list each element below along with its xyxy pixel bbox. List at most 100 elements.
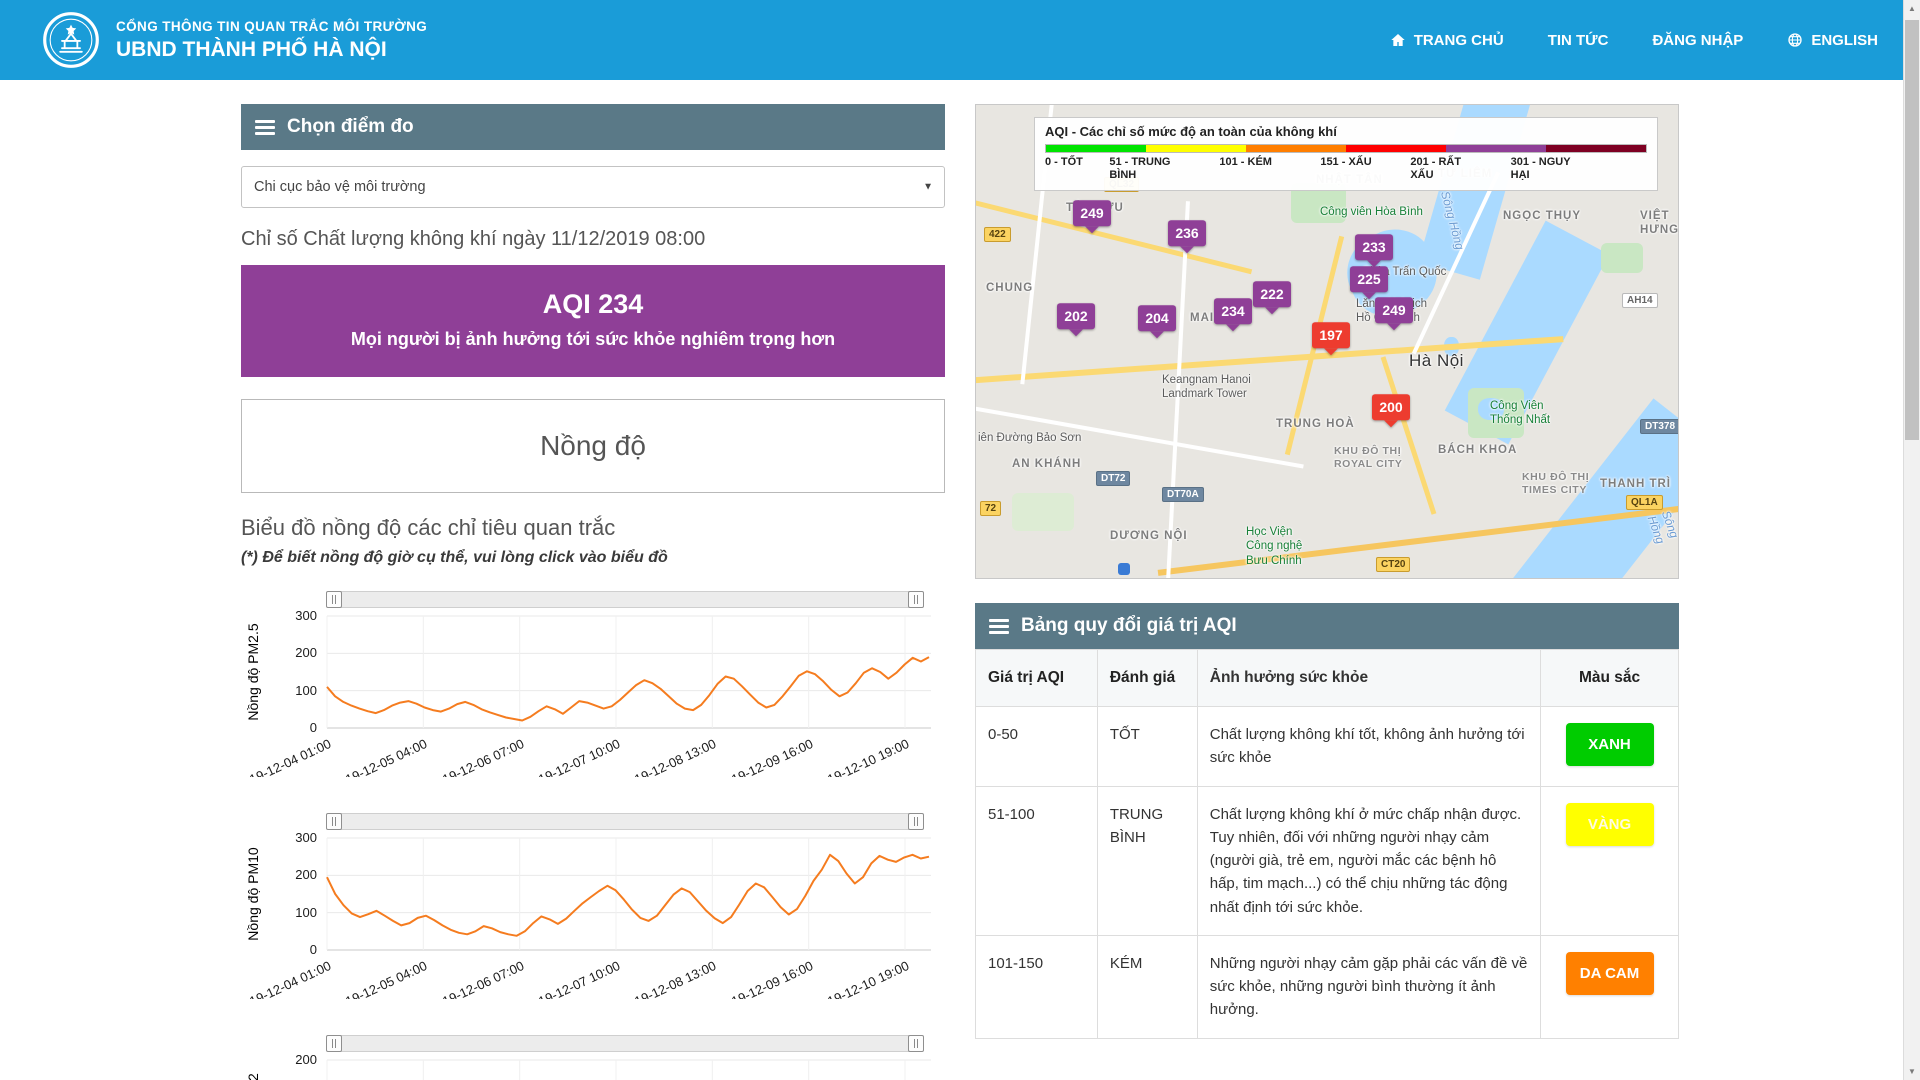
aqi-station-marker[interactable]: 233 — [1355, 234, 1393, 268]
y-tick-label: 200 — [295, 1052, 317, 1067]
aqi-station-marker[interactable]: 236 — [1168, 220, 1206, 254]
x-tick-label: 2019-12-07 10:00 — [522, 958, 623, 999]
chart-range-selector[interactable] — [326, 1035, 924, 1052]
road-number-badge: 72 — [980, 501, 1002, 516]
nav-login[interactable]: ĐĂNG NHẬP — [1652, 32, 1743, 49]
scrollbar-thumb[interactable] — [1905, 20, 1919, 440]
aqi-map[interactable]: AQI - Các chỉ số mức độ an toàn của khôn… — [975, 104, 1679, 579]
aqi-legend-title: AQI - Các chỉ số mức độ an toàn của khôn… — [1045, 124, 1337, 139]
map-place-label: DƯƠNG NỘI — [1110, 530, 1188, 542]
nav-home-label: TRANG CHỦ — [1413, 31, 1504, 49]
nav-home[interactable]: TRANG CHỦ — [1390, 32, 1504, 49]
aqi-effect-cell: Chất lượng không khí ở mức chấp nhận đượ… — [1196, 785, 1542, 936]
aqi-legend-label: 101 - KÉM — [1219, 156, 1272, 168]
aqi-station-marker[interactable]: 234 — [1214, 298, 1252, 332]
aqi-table-panel-title: Bảng quy đổi giá trị AQI — [1021, 615, 1237, 636]
home-icon — [1391, 34, 1405, 46]
charts-note: (*) Để biết nồng độ giờ cụ thể, vui lòng… — [241, 549, 668, 566]
aqi-range-cell: 51-100 — [975, 785, 1098, 936]
map-place-label: Công Viên Thống Nhất — [1490, 400, 1551, 427]
aqi-rating-cell: TỐT — [1096, 706, 1198, 787]
portal-title-block: CỔNG THÔNG TIN QUAN TRẮC MÔI TRƯỜNG UBND… — [116, 19, 427, 62]
y-tick-label: 200 — [295, 645, 317, 661]
aqi-station-marker[interactable]: 249 — [1375, 297, 1413, 331]
chart-pm10[interactable]: Nồng độ PM10 0 100 200 300 2019-12-04 01:00 20… — [241, 813, 945, 999]
menu-icon — [255, 117, 275, 138]
marker-aqi-value: 249 — [1080, 205, 1104, 222]
chart-no2[interactable]: Nồng độ NO201002002019-12-04 01:002019-1… — [241, 1035, 945, 1080]
aqi-legend-label: 151 - XẤU — [1320, 156, 1372, 168]
portal-title: UBND THÀNH PHỐ HÀ NỘI — [116, 37, 387, 61]
aqi-range-cell: 101-150 — [975, 934, 1098, 1039]
map-place-label: CHUNG — [986, 282, 1034, 294]
road-number-badge: AH14 — [1622, 293, 1658, 308]
city-emblem-logo — [42, 11, 100, 69]
x-tick-label: 2019-12-09 16:00 — [715, 958, 815, 999]
aqi-station-marker[interactable]: 204 — [1138, 305, 1176, 339]
road-number-badge: 422 — [984, 227, 1011, 242]
page-scrollbar[interactable]: ▲ ▼ — [1903, 0, 1920, 1080]
column-header-rating: Đánh giá — [1096, 648, 1198, 708]
map-road — [1380, 356, 1437, 515]
chart-plot[interactable] — [326, 1059, 937, 1080]
map-place-label: BÁCH KHOA — [1438, 444, 1518, 456]
scrollbar-down-arrow[interactable]: ▼ — [1908, 1067, 1916, 1076]
marker-aqi-value: 197 — [1319, 327, 1343, 344]
marker-aqi-value: 222 — [1260, 286, 1284, 303]
map-place-label: AN KHÁNH — [1012, 458, 1082, 470]
marker-aqi-value: 249 — [1382, 302, 1406, 319]
aqi-rating-cell: KÉM — [1096, 934, 1198, 1039]
aqi-table-panel: Bảng quy đổi giá trị AQI Giá trị AQI Đán… — [975, 603, 1679, 1039]
main-nav: TRANG CHỦ TIN TỨC ĐĂNG NHẬP ENGLISH — [1390, 32, 1878, 49]
aqi-station-marker[interactable]: 197 — [1312, 322, 1350, 356]
range-handle-right[interactable] — [908, 1035, 924, 1052]
y-tick-label: 300 — [295, 608, 317, 623]
aqi-legend-label: 301 - NGUY HẠI — [1510, 156, 1571, 182]
map-place-label: iên Đường Bảo Sơn — [978, 432, 1082, 444]
map-park — [1012, 493, 1074, 531]
map-place-label: THANH TRÌ — [1600, 478, 1671, 490]
chart-pm25[interactable]: Nồng độ PM2.5 0 100 200 300 2019-12-04 01:00 2… — [241, 591, 945, 777]
station-select[interactable]: Chi cục bảo vệ môi trường — [241, 166, 945, 208]
home-logo-link[interactable]: CỔNG THÔNG TIN QUAN TRẮC MÔI TRƯỜNG UBND… — [42, 11, 427, 69]
aqi-legend-gradient — [1045, 144, 1647, 153]
aqi-status-box: AQI 234 Mọi người bị ảnh hưởng tới sức k… — [241, 265, 945, 377]
aqi-table-panel-header: Bảng quy đổi giá trị AQI — [975, 603, 1679, 649]
scrollbar-up-arrow[interactable]: ▲ — [1908, 4, 1916, 13]
marker-aqi-value: 204 — [1145, 310, 1169, 327]
y-tick-label: 0 — [309, 720, 317, 735]
nav-news-label: TIN TỨC — [1547, 31, 1609, 49]
nav-news[interactable]: TIN TỨC — [1548, 32, 1609, 49]
aqi-station-marker[interactable]: 222 — [1253, 281, 1291, 315]
aqi-station-marker[interactable]: 202 — [1057, 303, 1095, 337]
range-handle-left[interactable] — [326, 1035, 342, 1052]
aqi-conversion-table: Giá trị AQI Đánh giá Ảnh hưởng sức khỏe … — [975, 648, 1679, 1039]
concentration-box: Nồng độ — [241, 399, 945, 493]
aqi-legend-labels: 0 - TỐT 51 - TRUNG BÌNH 101 - KÉM 151 - XẤU… — [1045, 156, 1647, 186]
x-tick-label: 2019-12-06 07:00 — [426, 958, 526, 999]
x-tick-label: 2019-12-05 04:00 — [330, 736, 430, 777]
chart-plot[interactable] — [326, 837, 937, 954]
map-place-label: TRUNG HOÀ — [1276, 418, 1355, 430]
aqi-station-marker[interactable]: 225 — [1350, 266, 1388, 300]
x-tick-label: 2019-12-06 07:00 — [426, 736, 526, 777]
range-handle-right[interactable] — [908, 813, 924, 830]
transit-icon — [1118, 563, 1130, 575]
left-column: Chọn điểm đo Chi cục bảo vệ môi trường ▼… — [241, 104, 945, 1080]
aqi-effect-cell: Những người nhạy cảm gặp phải các vấn đề… — [1196, 934, 1542, 1039]
marker-aqi-value: 225 — [1357, 271, 1381, 288]
marker-aqi-value: 236 — [1175, 225, 1199, 242]
range-handle-left[interactable] — [326, 591, 342, 608]
nav-english[interactable]: ENGLISH — [1787, 32, 1878, 49]
chart-plot[interactable] — [326, 615, 937, 732]
chart-range-selector[interactable] — [326, 813, 924, 830]
chart-range-selector[interactable] — [326, 591, 924, 608]
aqi-station-marker[interactable]: 249 — [1073, 200, 1111, 234]
range-handle-right[interactable] — [908, 591, 924, 608]
map-place-label: Học Viện Công nghệ Bưu Chính — [1246, 526, 1303, 567]
y-tick-label: 100 — [295, 904, 317, 920]
aqi-station-marker[interactable]: 200 — [1372, 394, 1410, 428]
range-handle-left[interactable] — [326, 813, 342, 830]
aqi-range-cell: 0-50 — [975, 706, 1098, 787]
station-panel-header: Chọn điểm đo — [241, 104, 945, 150]
